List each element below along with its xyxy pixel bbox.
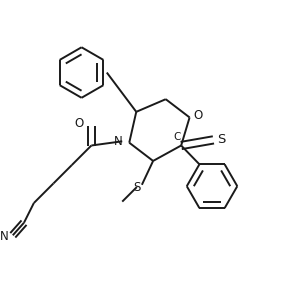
Text: N: N: [114, 135, 123, 148]
Text: S: S: [133, 180, 141, 194]
Text: N: N: [0, 230, 9, 243]
Text: S: S: [217, 133, 225, 146]
Text: O: O: [194, 109, 203, 122]
Text: C: C: [173, 132, 181, 142]
Text: O: O: [74, 117, 84, 129]
